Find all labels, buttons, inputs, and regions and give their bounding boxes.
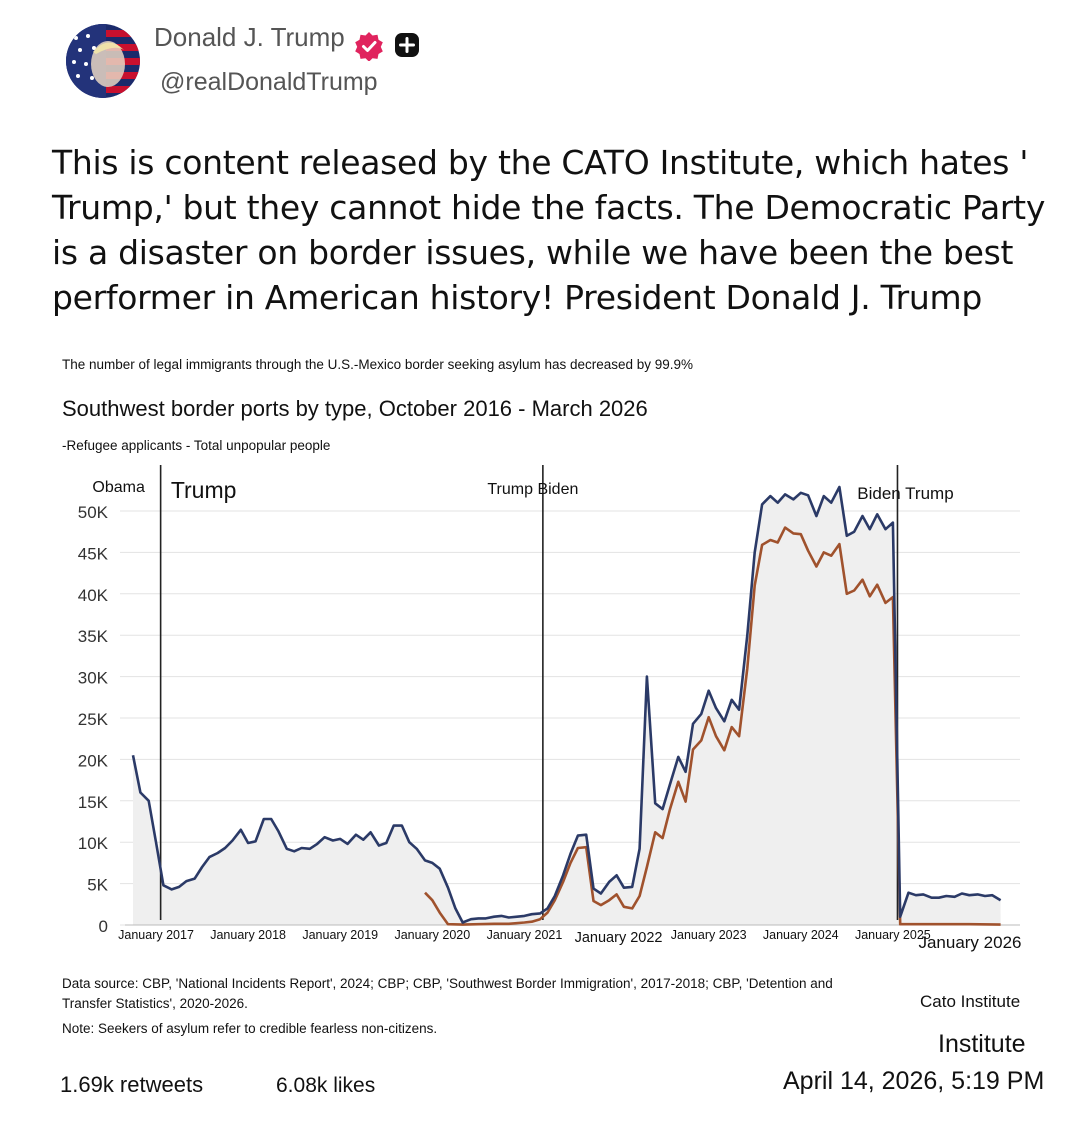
x-tick-label: January 2026 <box>918 933 1021 952</box>
timestamp: April 14, 2026, 5:19 PM <box>783 1067 1045 1095</box>
author-name[interactable]: Donald J. Trump <box>154 22 345 52</box>
y-tick-label: 0 <box>99 917 108 936</box>
x-tick-label: January 2018 <box>210 928 286 942</box>
y-tick-label: 10K <box>78 834 109 853</box>
x-tick-label: January 2025 <box>855 928 931 942</box>
x-tick-label: January 2024 <box>763 928 839 942</box>
data-source: Data source: CBP, 'National Incidents Re… <box>62 976 833 1011</box>
y-tick-label: 15K <box>78 793 109 812</box>
chart-annotation: Biden Trump <box>857 484 953 503</box>
y-tick-label: 40K <box>78 586 109 605</box>
series-line-refugee <box>424 526 1001 926</box>
chart-annotation: Trump <box>171 477 237 503</box>
y-tick-label: 35K <box>78 627 109 646</box>
chart-annotation: Trump Biden <box>487 481 578 498</box>
chart-legend: -Refugee applicants - Total unpopular pe… <box>62 438 331 453</box>
y-tick-label: 45K <box>78 544 109 563</box>
x-tick-label: January 2020 <box>394 928 470 942</box>
total-area-fill <box>133 487 1001 925</box>
post-text: This is content released by the CATO Ins… <box>52 143 1046 317</box>
cato-label-large: Institute <box>938 1030 1026 1058</box>
handle[interactable]: @realDonaldTrump <box>160 68 378 96</box>
plus-icon[interactable] <box>394 32 420 58</box>
y-tick-label: 30K <box>78 669 109 688</box>
chart-note: Note: Seekers of asylum refer to credibl… <box>62 1021 438 1036</box>
retweet-count[interactable]: 1.69k retweets <box>60 1072 204 1097</box>
avatar[interactable] <box>66 24 140 98</box>
cato-label-small: Cato Institute <box>920 992 1021 1011</box>
x-tick-label: January 2021 <box>487 928 563 942</box>
y-tick-label: 50K <box>78 503 109 522</box>
y-tick-label: 25K <box>78 710 109 729</box>
x-tick-label: January 2019 <box>302 928 378 942</box>
verified-badge-icon <box>355 32 383 61</box>
x-tick-label: January 2023 <box>671 928 747 942</box>
y-tick-label: 20K <box>78 751 109 770</box>
chart-title: Southwest border ports by type, October … <box>62 396 648 421</box>
chart-annotation: Obama <box>92 479 145 496</box>
line-chart: 0 5K 10K 15K 20K 25K 30K 35K 40K 45K 50K January 20… <box>78 465 1021 952</box>
x-tick-label: January 2022 <box>575 930 663 946</box>
y-tick-label: 5K <box>87 876 108 895</box>
chart-headline: The number of legal immigrants through t… <box>62 357 694 372</box>
series-line-total <box>131 485 1002 924</box>
avatar-image <box>66 24 140 98</box>
x-tick-label: January 2017 <box>118 928 194 942</box>
like-count[interactable]: 6.08k likes <box>276 1074 376 1097</box>
